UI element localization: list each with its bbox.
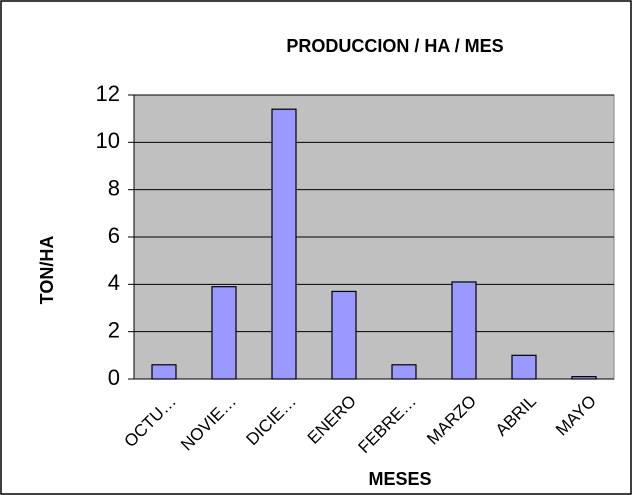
y-tick-label: 2 <box>108 317 120 342</box>
x-axis-label: MESES <box>368 469 431 489</box>
y-tick-label: 12 <box>96 81 120 106</box>
y-tick-label: 10 <box>96 128 120 153</box>
bar <box>271 108 297 380</box>
bar <box>151 364 177 380</box>
y-tick-label: 8 <box>108 175 120 200</box>
y-tick-label: 6 <box>108 223 120 248</box>
bar <box>331 290 357 380</box>
bar <box>451 281 477 380</box>
y-tick-label: 4 <box>108 270 120 295</box>
y-tick-label: 0 <box>108 365 120 390</box>
bar <box>391 364 417 380</box>
bar <box>511 354 537 380</box>
chart-title: PRODUCCION / HA / MES <box>286 36 503 56</box>
y-axis-label: TON/HA <box>37 236 57 305</box>
bar <box>211 286 237 380</box>
